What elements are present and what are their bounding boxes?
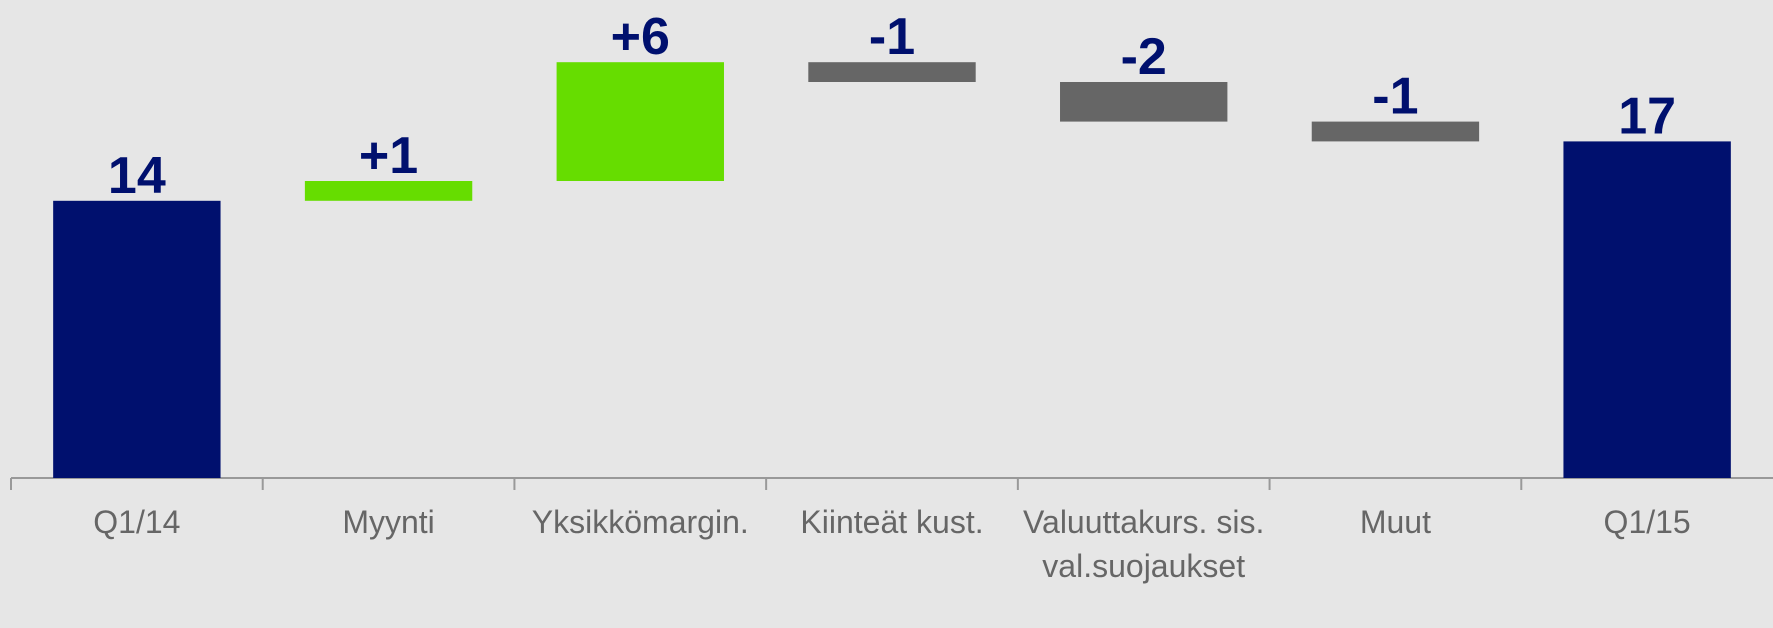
value-label: -1 — [1372, 68, 1418, 126]
x-tick-label: Valuuttakurs. sis. val.suojaukset — [1023, 504, 1265, 584]
value-label: +1 — [359, 127, 418, 185]
x-tick-label: Q1/14 — [93, 504, 181, 540]
bar — [808, 62, 976, 82]
x-tick-label: Q1/15 — [1603, 504, 1691, 540]
value-label: 14 — [108, 147, 166, 205]
x-tick-label: Myynti — [342, 504, 435, 540]
bar — [1563, 141, 1731, 478]
value-label: -1 — [869, 8, 915, 66]
value-label: +6 — [611, 8, 670, 66]
value-label: 17 — [1618, 87, 1676, 145]
bar — [53, 200, 221, 479]
x-tick-label: Muut — [1359, 504, 1431, 540]
x-tick-label: Yksikkömargin. — [531, 504, 749, 540]
x-tick-label: Kiinteät kust. — [800, 504, 984, 540]
value-label: -2 — [1121, 28, 1167, 86]
bar — [304, 181, 473, 201]
bar — [556, 62, 724, 182]
bar — [1311, 121, 1480, 142]
bar — [1060, 82, 1228, 122]
